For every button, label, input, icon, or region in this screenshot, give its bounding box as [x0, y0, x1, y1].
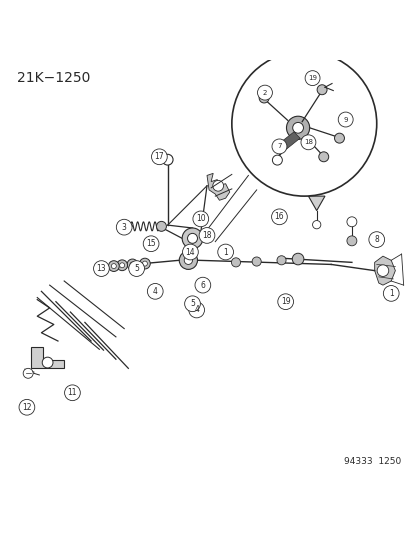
Text: 8: 8 [373, 235, 378, 244]
Text: 5: 5 [190, 299, 195, 308]
Text: 4: 4 [152, 287, 157, 296]
Circle shape [187, 233, 197, 244]
Circle shape [139, 258, 150, 269]
Text: 10: 10 [195, 214, 205, 223]
Text: 1: 1 [223, 247, 228, 256]
Circle shape [179, 251, 197, 269]
Circle shape [143, 236, 159, 252]
Circle shape [151, 149, 167, 165]
Text: 19: 19 [307, 75, 316, 81]
Text: 4: 4 [194, 305, 199, 314]
Circle shape [382, 286, 398, 301]
Circle shape [119, 263, 124, 268]
Circle shape [346, 236, 356, 246]
Text: 17: 17 [154, 152, 164, 161]
Circle shape [346, 217, 356, 227]
Circle shape [128, 261, 144, 277]
Text: 13: 13 [96, 264, 106, 273]
Polygon shape [31, 347, 64, 368]
Circle shape [184, 296, 200, 312]
Polygon shape [374, 256, 394, 285]
Circle shape [42, 357, 53, 368]
Circle shape [212, 180, 223, 191]
Circle shape [142, 261, 147, 266]
Circle shape [292, 123, 303, 133]
Polygon shape [275, 132, 299, 155]
Text: 12: 12 [22, 403, 31, 412]
Circle shape [312, 221, 320, 229]
Circle shape [277, 294, 293, 310]
Circle shape [337, 112, 352, 127]
Circle shape [182, 228, 202, 249]
Circle shape [184, 256, 192, 264]
Circle shape [376, 265, 388, 277]
Circle shape [116, 260, 127, 271]
Circle shape [116, 219, 132, 235]
Circle shape [162, 155, 173, 165]
Circle shape [231, 51, 376, 196]
Text: 1: 1 [388, 289, 393, 298]
Circle shape [276, 256, 285, 265]
Circle shape [292, 253, 303, 265]
Circle shape [111, 264, 116, 269]
Text: 9: 9 [343, 117, 347, 123]
Circle shape [188, 302, 204, 318]
Circle shape [286, 116, 309, 140]
Circle shape [368, 232, 384, 247]
Text: 21K−1250: 21K−1250 [17, 71, 90, 85]
Circle shape [231, 258, 240, 267]
Circle shape [272, 155, 282, 165]
Text: 15: 15 [146, 239, 156, 248]
Text: 94333  1250: 94333 1250 [344, 457, 401, 466]
Circle shape [195, 277, 210, 293]
Polygon shape [206, 173, 229, 200]
Circle shape [108, 261, 119, 271]
Circle shape [182, 244, 198, 260]
Circle shape [130, 262, 135, 267]
Circle shape [252, 257, 261, 266]
Text: 16: 16 [274, 212, 284, 221]
Circle shape [334, 133, 344, 143]
Circle shape [23, 368, 33, 378]
Polygon shape [308, 196, 324, 211]
Circle shape [93, 261, 109, 277]
Circle shape [127, 259, 138, 270]
Text: 18: 18 [303, 139, 312, 146]
Text: 3: 3 [121, 223, 126, 232]
Circle shape [259, 93, 268, 103]
Circle shape [199, 228, 214, 244]
Circle shape [19, 399, 35, 415]
Circle shape [147, 284, 163, 299]
Circle shape [64, 385, 80, 401]
Circle shape [271, 209, 287, 225]
Circle shape [156, 221, 166, 231]
Text: 11: 11 [68, 388, 77, 397]
Circle shape [271, 139, 286, 154]
Text: 14: 14 [185, 247, 195, 256]
Text: 18: 18 [202, 231, 211, 240]
Text: 6: 6 [200, 281, 205, 289]
Circle shape [318, 152, 328, 161]
Circle shape [217, 244, 233, 260]
Circle shape [300, 135, 315, 150]
Text: 7: 7 [277, 143, 281, 149]
Circle shape [304, 71, 319, 86]
Text: 5: 5 [134, 264, 139, 273]
Text: 2: 2 [262, 90, 266, 95]
Text: 19: 19 [280, 297, 290, 306]
Circle shape [192, 211, 208, 227]
Circle shape [257, 85, 272, 100]
Circle shape [316, 85, 326, 95]
